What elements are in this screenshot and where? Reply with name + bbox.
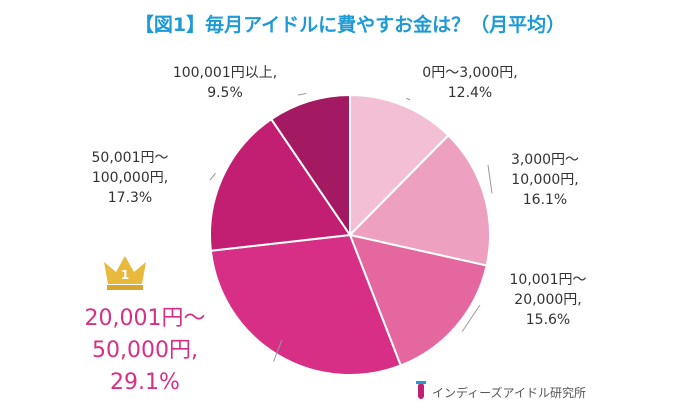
slice-value: 16.1% xyxy=(522,192,568,208)
crown-number: 1 xyxy=(121,268,129,282)
slice-category: 20,001円〜 50,000円, xyxy=(84,306,206,363)
slice-label: 3,000円〜 10,000円, 16.1% xyxy=(465,150,625,210)
pie-slice xyxy=(209,233,403,376)
crown-base xyxy=(107,285,143,290)
slice-value: 17.3% xyxy=(107,190,153,206)
slice-label: 20,001円〜 50,000円, 29.1% xyxy=(35,303,255,399)
tube xyxy=(418,383,424,399)
slice-category: 10,001円〜 20,000円, xyxy=(509,272,587,308)
pie-slice xyxy=(209,117,352,252)
slice-value: 9.5% xyxy=(207,85,243,101)
pie xyxy=(209,93,491,376)
pie-slice xyxy=(348,133,491,267)
leader-line xyxy=(297,93,307,96)
slice-category: 3,000円〜 10,000円, xyxy=(510,152,580,188)
slice-label: 100,001円以上, 9.5% xyxy=(145,63,305,103)
leader-line xyxy=(461,304,481,332)
leader-line xyxy=(272,339,283,362)
slice-label: 10,001円〜 20,000円, 15.6% xyxy=(468,270,628,330)
slice-value: 29.1% xyxy=(110,370,180,395)
source: インディーズアイドル研究所 xyxy=(432,386,586,400)
slice-value: 15.6% xyxy=(525,312,571,328)
slice-category: 100,001円以上, xyxy=(172,65,278,81)
crown xyxy=(104,256,146,284)
slice-category: 50,001円〜 100,000円, xyxy=(91,150,169,186)
slice-value: 12.4% xyxy=(447,85,493,101)
leader-line xyxy=(405,97,411,101)
pie-slice xyxy=(269,93,351,239)
slice-label: 0円〜3,000円, 12.4% xyxy=(390,63,550,103)
chart-title: 【図1】毎月アイドルに費やすお金は？（月平均） xyxy=(134,14,566,36)
pie-slice xyxy=(349,93,450,238)
crown-icon: 1 xyxy=(104,256,146,290)
leader-line xyxy=(209,172,216,181)
source-icon xyxy=(416,381,426,399)
pie-slice xyxy=(348,233,488,367)
leader-line xyxy=(487,164,493,194)
slice-label: 50,001円〜 100,000円, 17.3% xyxy=(50,148,210,208)
tube-cap xyxy=(416,381,426,384)
slice-category: 0円〜3,000円, xyxy=(422,65,518,81)
